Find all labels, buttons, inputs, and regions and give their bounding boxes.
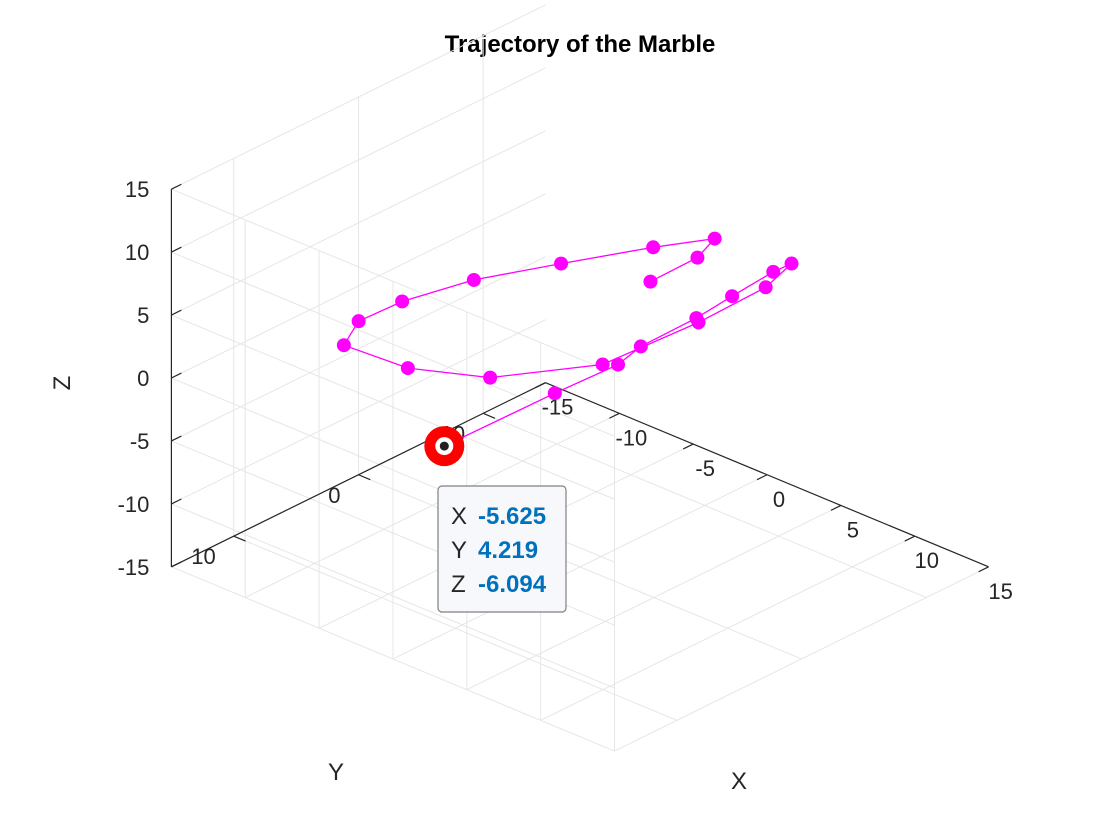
grid-line (171, 256, 546, 442)
y-tick-label: 10 (191, 544, 215, 569)
x-tick-label: 5 (847, 517, 859, 542)
grid-line (171, 251, 615, 437)
x-tick-mark (978, 566, 989, 573)
trajectory-point[interactable] (395, 294, 410, 309)
z-tick-label: -10 (118, 492, 150, 517)
x-tick-mark (535, 382, 546, 389)
selected-point-dot (439, 441, 449, 451)
x-tick-label: -10 (615, 425, 647, 450)
trajectory-point[interactable] (554, 256, 569, 271)
trajectory-series[interactable] (336, 231, 799, 454)
grid-line (233, 535, 678, 721)
trajectory-point[interactable] (707, 231, 722, 246)
grid-line (171, 566, 615, 752)
axis-lines (170, 189, 989, 568)
axis-grid (170, 4, 989, 752)
trajectory-point[interactable] (633, 339, 648, 354)
datatip-box (437, 485, 567, 613)
z-tick-mark (171, 561, 182, 568)
x-tick-mark (682, 443, 694, 450)
z-tick-label: 0 (137, 366, 149, 391)
z-tick-label: 5 (137, 303, 149, 328)
selected-point[interactable] (424, 426, 465, 467)
z-tick-mark (171, 183, 182, 190)
trajectory-point[interactable] (483, 370, 498, 385)
z-tick-label: 10 (125, 240, 149, 265)
x-tick-mark (904, 535, 916, 542)
grid-line (171, 4, 546, 190)
z-axis-label: Z (49, 376, 76, 391)
z-tick-label: -15 (118, 555, 150, 580)
z-tick-mark (171, 372, 182, 379)
y-tick-mark (358, 474, 371, 481)
trajectory-point[interactable] (758, 280, 773, 295)
trajectory-point[interactable] (336, 338, 351, 353)
trajectory-point[interactable] (466, 272, 481, 287)
grid-line (358, 474, 802, 660)
z-tick-label: 15 (125, 177, 149, 202)
trajectory-point[interactable] (784, 256, 799, 271)
x-tick-label: 15 (988, 579, 1012, 604)
x-tick-label: 0 (773, 487, 785, 512)
x-tick-mark (756, 474, 768, 481)
trajectory-point[interactable] (547, 386, 562, 401)
datatip-y-key: Y (451, 537, 467, 564)
datatip-y-value: 4.219 (478, 537, 538, 564)
z-tick-mark (171, 435, 182, 442)
datatip-z-key: Z (451, 571, 466, 598)
trajectory-point[interactable] (725, 289, 740, 304)
y-tick-label: 0 (328, 483, 340, 508)
z-tick-mark (171, 246, 182, 253)
trajectory-point[interactable] (766, 264, 781, 279)
trajectory-point[interactable] (690, 250, 705, 265)
trajectory-point[interactable] (595, 357, 610, 372)
grid-line (482, 412, 927, 599)
z-tick-label: -5 (130, 429, 150, 454)
x-axis-label: X (731, 768, 747, 795)
trajectory-point[interactable] (351, 314, 366, 329)
y-tick-mark (233, 535, 246, 542)
trajectory-line (342, 237, 793, 447)
datatip-x-key: X (451, 503, 467, 530)
datatip[interactable]: X -5.625 Y 4.219 Z -6.094 (437, 485, 567, 613)
z-tick-mark (171, 309, 182, 316)
trajectory-point[interactable] (643, 274, 658, 289)
grid-line (171, 67, 546, 253)
grid-line (171, 193, 546, 379)
chart-title: Trajectory of the Marble (445, 31, 716, 58)
x-tick-label: -5 (695, 456, 715, 481)
grid-line (171, 503, 615, 689)
datatip-x-value: -5.625 (478, 503, 546, 530)
x-tick-label: 10 (915, 548, 939, 573)
z-tick-mark (171, 498, 182, 505)
tick-marks (171, 183, 989, 573)
trajectory-point[interactable] (691, 315, 706, 330)
datatip-z-value: -6.094 (478, 571, 547, 598)
x-tick-mark (830, 504, 842, 511)
grid-line (171, 314, 615, 500)
grid-line (171, 319, 546, 505)
grid-line (171, 130, 546, 316)
trajectory-point[interactable] (611, 357, 626, 372)
y-axis-label: Y (328, 759, 344, 786)
trajectory-point[interactable] (646, 240, 661, 255)
y-tick-mark (482, 412, 496, 419)
x-tick-mark (609, 412, 620, 419)
trajectory-point[interactable] (400, 361, 415, 376)
grid-line (171, 188, 615, 374)
